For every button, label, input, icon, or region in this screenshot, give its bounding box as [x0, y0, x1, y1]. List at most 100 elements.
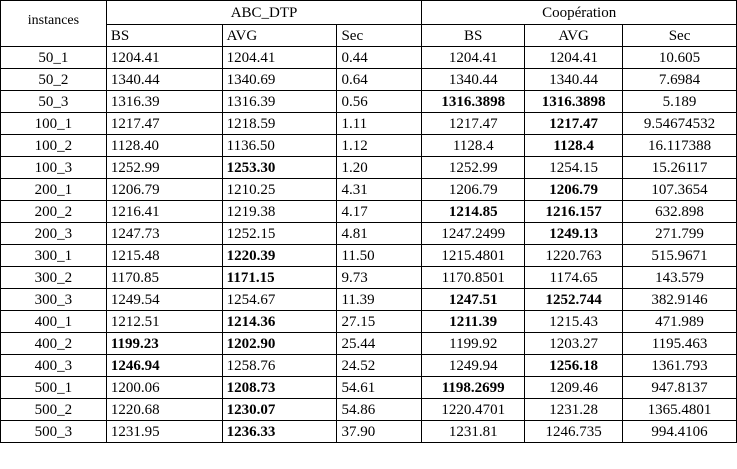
cell-coop-sec: 1361.793 [622, 354, 737, 377]
cell-abc-avg: 1236.33 [221, 420, 338, 443]
cell-coop-bs: 1217.47 [421, 112, 526, 135]
cell-coop-avg: 1231.28 [524, 398, 624, 421]
cell-abc-bs: 1231.95 [105, 420, 223, 443]
cell-abc-avg: 1171.15 [221, 266, 338, 289]
header-row-groups: instances ABC_DTP Coopération [0, 0, 737, 47]
cell-coop-sec: 271.799 [622, 222, 737, 245]
cell-coop-bs: 1220.4701 [421, 398, 526, 421]
cell-abc-sec: 24.52 [336, 354, 423, 377]
cell-instance: 50_1 [0, 46, 107, 69]
cell-instance: 100_3 [0, 156, 107, 179]
cell-coop-bs: 1231.81 [421, 420, 526, 443]
header-avg-2: AVG [524, 24, 624, 47]
cell-abc-sec: 27.15 [336, 310, 423, 333]
cell-coop-bs: 1252.99 [421, 156, 526, 179]
cell-coop-bs: 1170.8501 [421, 266, 526, 289]
cell-abc-avg: 1210.25 [221, 178, 338, 201]
cell-abc-avg: 1340.69 [221, 68, 338, 91]
cell-coop-avg: 1252.744 [524, 288, 624, 311]
table-body: 50_1 1204.41 1204.41 0.44 1204.41 1204.41 10.6… [0, 46, 737, 443]
cell-coop-avg: 1128.4 [524, 134, 624, 157]
cell-coop-bs: 1247.51 [421, 288, 526, 311]
table-row: 50_1 1204.41 1204.41 0.44 1204.41 1204.41 10.6… [0, 46, 737, 69]
cell-coop-sec: 15.26117 [622, 156, 737, 179]
cell-coop-avg: 1220.763 [524, 244, 624, 267]
cell-coop-avg: 1206.79 [524, 178, 624, 201]
header-avg-1: AVG [221, 24, 338, 47]
cell-abc-sec: 37.90 [336, 420, 423, 443]
table-row: 50_2 1340.44 1340.69 0.64 1340.44 1340.44 7.69… [0, 68, 737, 91]
cell-abc-avg: 1316.39 [221, 90, 338, 113]
cell-abc-sec: 1.20 [336, 156, 423, 179]
cell-abc-bs: 1247.73 [105, 222, 223, 245]
cell-abc-sec: 4.17 [336, 200, 423, 223]
cell-abc-sec: 25.44 [336, 332, 423, 355]
cell-abc-avg: 1204.41 [221, 46, 338, 69]
cell-abc-avg: 1220.39 [221, 244, 338, 267]
cell-coop-bs: 1128.4 [421, 134, 526, 157]
cell-coop-avg: 1203.27 [524, 332, 624, 355]
cell-abc-avg: 1254.67 [221, 288, 338, 311]
table-row: 300_2 1170.85 1171.15 9.73 1170.8501 1174.65 1… [0, 266, 737, 289]
cell-abc-bs: 1128.40 [105, 134, 223, 157]
cell-instance: 500_2 [0, 398, 107, 421]
cell-coop-bs: 1215.4801 [421, 244, 526, 267]
cell-instance: 400_1 [0, 310, 107, 333]
cell-coop-sec: 143.579 [622, 266, 737, 289]
cell-abc-sec: 0.44 [336, 46, 423, 69]
table-row: 50_3 1316.39 1316.39 0.56 1316.3898 1316.3898… [0, 90, 737, 113]
cell-coop-bs: 1211.39 [421, 310, 526, 333]
cell-coop-sec: 994.4106 [622, 420, 737, 443]
cell-instance: 400_2 [0, 332, 107, 355]
cell-abc-avg: 1252.15 [221, 222, 338, 245]
cell-coop-sec: 947.8137 [622, 376, 737, 399]
cell-coop-sec: 632.898 [622, 200, 737, 223]
cell-abc-avg: 1214.36 [221, 310, 338, 333]
cell-coop-sec: 1195.463 [622, 332, 737, 355]
cell-coop-bs: 1340.44 [421, 68, 526, 91]
cell-abc-bs: 1199.23 [105, 332, 223, 355]
cell-coop-avg: 1249.13 [524, 222, 624, 245]
cell-abc-avg: 1253.30 [221, 156, 338, 179]
cell-instance: 400_3 [0, 354, 107, 377]
cell-abc-sec: 4.81 [336, 222, 423, 245]
table-row: 300_3 1249.54 1254.67 11.39 1247.51 1252.744 3… [0, 288, 737, 311]
table-row: 200_3 1247.73 1252.15 4.81 1247.2499 1249.13 2… [0, 222, 737, 245]
cell-instance: 200_2 [0, 200, 107, 223]
cell-coop-sec: 7.6984 [622, 68, 737, 91]
cell-abc-bs: 1216.41 [105, 200, 223, 223]
cell-coop-avg: 1246.735 [524, 420, 624, 443]
cell-abc-sec: 9.73 [336, 266, 423, 289]
cell-coop-sec: 382.9146 [622, 288, 737, 311]
cell-coop-avg: 1204.41 [524, 46, 624, 69]
cell-abc-sec: 54.61 [336, 376, 423, 399]
cell-instance: 50_2 [0, 68, 107, 91]
cell-coop-bs: 1204.41 [421, 46, 526, 69]
cell-coop-bs: 1214.85 [421, 200, 526, 223]
cell-coop-bs: 1316.3898 [421, 90, 526, 113]
cell-coop-sec: 5.189 [622, 90, 737, 113]
cell-instance: 300_2 [0, 266, 107, 289]
cell-abc-sec: 0.64 [336, 68, 423, 91]
cell-instance: 100_1 [0, 112, 107, 135]
cell-abc-sec: 11.39 [336, 288, 423, 311]
cell-instance: 200_1 [0, 178, 107, 201]
cell-instance: 100_2 [0, 134, 107, 157]
cell-coop-avg: 1316.3898 [524, 90, 624, 113]
cell-abc-avg: 1208.73 [221, 376, 338, 399]
cell-abc-bs: 1249.54 [105, 288, 223, 311]
cell-abc-avg: 1136.50 [221, 134, 338, 157]
cell-abc-bs: 1204.41 [105, 46, 223, 69]
cell-abc-sec: 0.56 [336, 90, 423, 113]
cell-abc-bs: 1252.99 [105, 156, 223, 179]
cell-coop-sec: 1365.4801 [622, 398, 737, 421]
cell-coop-bs: 1198.2699 [421, 376, 526, 399]
cell-instance: 500_1 [0, 376, 107, 399]
header-group-cooperation: Coopération [421, 0, 737, 25]
cell-coop-avg: 1217.47 [524, 112, 624, 135]
cell-coop-bs: 1247.2499 [421, 222, 526, 245]
cell-coop-bs: 1249.94 [421, 354, 526, 377]
cell-coop-sec: 515.9671 [622, 244, 737, 267]
cell-coop-avg: 1209.46 [524, 376, 624, 399]
cell-abc-avg: 1230.07 [221, 398, 338, 421]
